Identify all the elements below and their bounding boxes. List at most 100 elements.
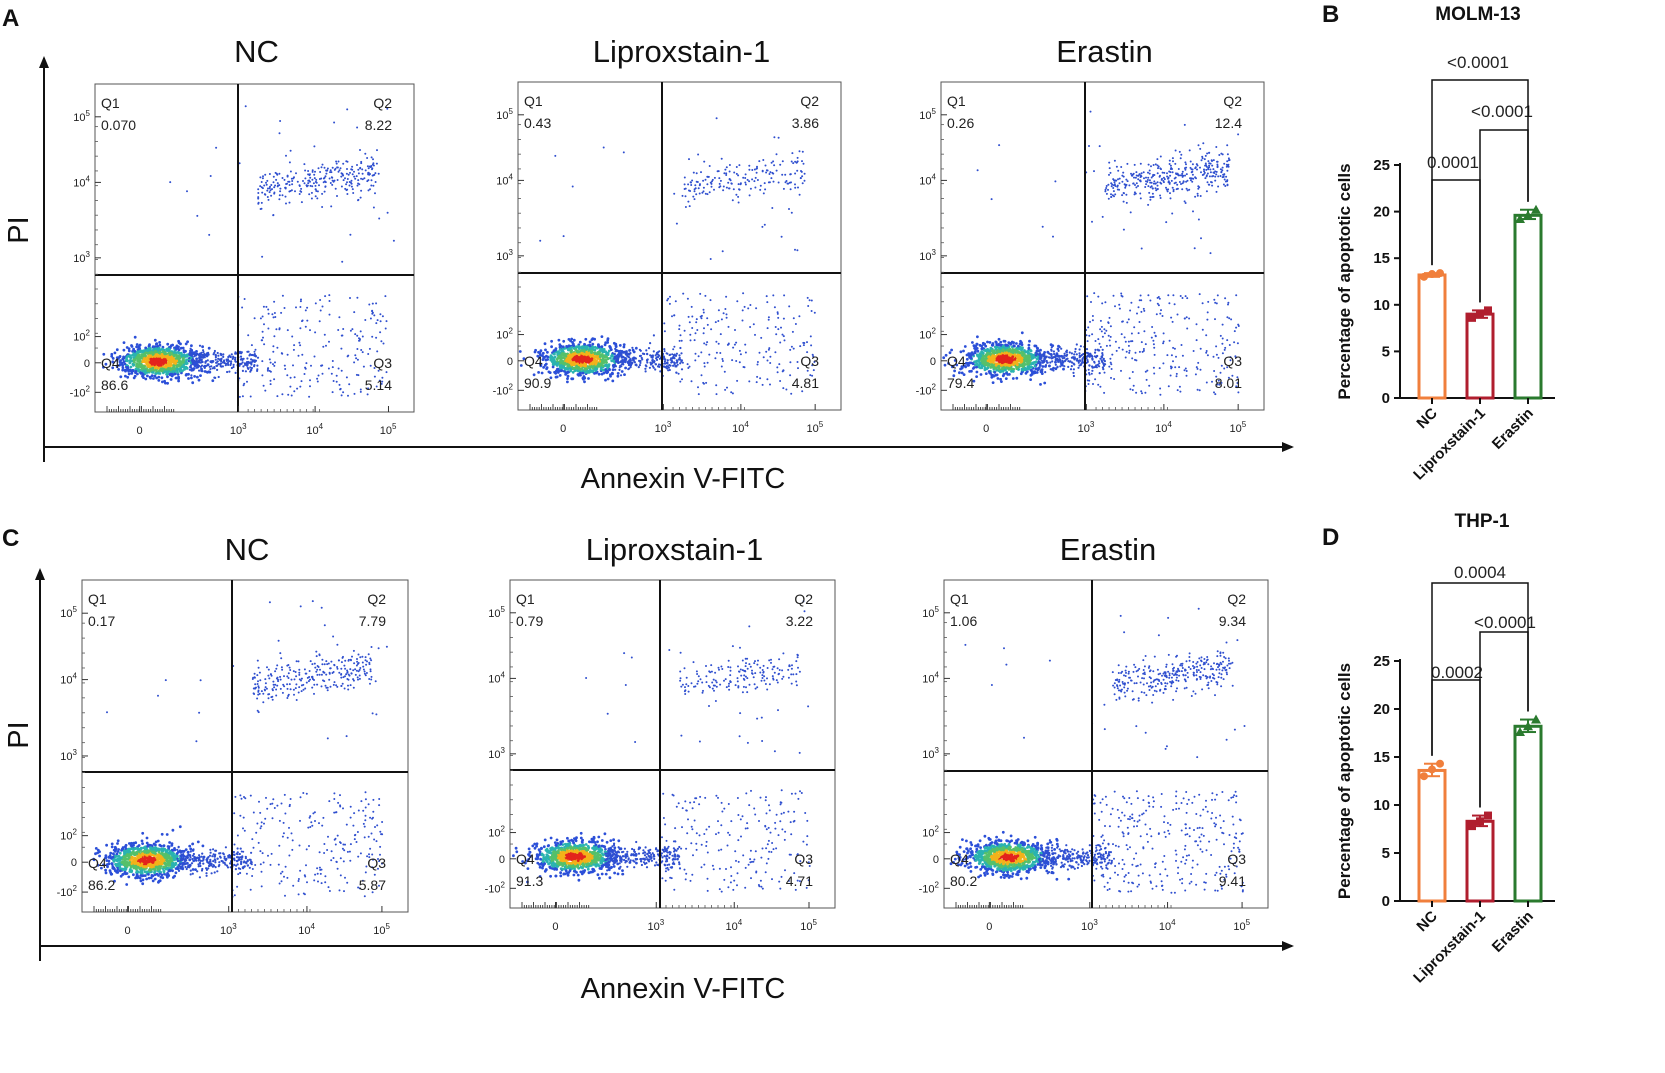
event-dot (360, 177, 363, 180)
event-dot (754, 186, 757, 189)
event-dot (673, 192, 676, 195)
event-dot (155, 366, 158, 370)
event-dot (111, 360, 115, 364)
event-dot (995, 343, 999, 347)
event-dot (675, 371, 678, 374)
event-dot (975, 370, 979, 374)
event-dot (1223, 173, 1226, 176)
event-dot (638, 359, 641, 362)
y-tick-label: 104 (496, 172, 513, 187)
event-dot (981, 346, 984, 350)
event-dot (1028, 361, 1031, 364)
event-dot (166, 381, 170, 385)
event-dot (1109, 344, 1112, 347)
event-dot (146, 374, 149, 378)
plot-title: Erastin (1056, 34, 1152, 69)
event-dot (1162, 340, 1165, 343)
event-dot (260, 181, 263, 183)
event-dot (1067, 365, 1070, 368)
event-dot (1204, 162, 1207, 165)
event-dot (121, 364, 124, 367)
event-dot (737, 183, 740, 186)
event-dot (1214, 175, 1217, 178)
event-dot (165, 372, 169, 376)
event-dot (575, 345, 579, 349)
event-dot (762, 159, 765, 161)
event-dot (583, 367, 587, 371)
event-dot (125, 368, 129, 372)
event-dot (773, 136, 776, 139)
event-dot (1199, 368, 1202, 371)
event-dot (700, 374, 703, 377)
event-dot (1043, 381, 1047, 385)
event-dot (330, 372, 333, 375)
event-dot (283, 364, 286, 367)
x-tick-label: 103 (655, 420, 672, 435)
event-dot (222, 353, 225, 356)
event-dot (299, 300, 302, 303)
event-dot (663, 365, 665, 368)
event-dot (534, 348, 537, 352)
event-dot (756, 375, 759, 378)
event-dot (330, 205, 333, 208)
event-dot (1222, 183, 1225, 186)
event-dot (1220, 171, 1223, 174)
event-dot (1093, 366, 1096, 369)
event-dot (1063, 365, 1066, 368)
event-dot (301, 353, 304, 356)
event-dot (323, 333, 326, 336)
event-dot (143, 353, 147, 357)
event-dot (703, 342, 706, 345)
event-dot (1185, 180, 1188, 183)
event-dot (1085, 348, 1089, 351)
event-dot (249, 395, 252, 398)
event-dot (1118, 177, 1121, 180)
event-dot (997, 367, 1001, 371)
event-dot (722, 312, 725, 315)
event-dot (1013, 344, 1016, 348)
event-dot (1034, 354, 1037, 357)
event-dot (314, 302, 317, 305)
event-dot (813, 311, 816, 314)
y-tick-label-exp: 2 (86, 384, 91, 393)
y-tick-label: 103 (496, 248, 513, 263)
event-dot (702, 381, 705, 384)
event-dot (691, 327, 694, 329)
event-dot (604, 350, 608, 354)
event-dot (272, 175, 275, 178)
event-dot (289, 376, 292, 379)
event-dot (1091, 315, 1094, 317)
event-dot (1138, 321, 1141, 323)
event-dot (201, 356, 205, 359)
event-dot (355, 175, 358, 178)
event-dot (794, 248, 796, 251)
event-dot (1189, 166, 1192, 169)
event-dot (1011, 377, 1015, 380)
event-dot (293, 390, 296, 393)
event-dot (742, 366, 745, 368)
event-dot (1235, 294, 1238, 297)
event-dot (706, 361, 709, 364)
event-dot (789, 361, 792, 364)
event-dot (278, 172, 281, 175)
event-dot (346, 355, 349, 358)
event-dot (359, 167, 362, 170)
event-dot (168, 355, 172, 359)
event-dot (796, 249, 799, 252)
event-dot (1089, 353, 1092, 356)
event-dot (187, 377, 190, 380)
event-dot (129, 359, 133, 363)
event-dot (363, 177, 366, 180)
event-dot (149, 357, 153, 361)
event-dot (317, 167, 320, 170)
event-dot (273, 186, 276, 189)
event-dot (674, 354, 677, 357)
event-dot (758, 351, 761, 354)
event-dot (1214, 393, 1217, 396)
event-dot (1094, 351, 1096, 354)
event-dot (328, 340, 330, 343)
event-dot (570, 346, 574, 349)
event-dot (997, 337, 1001, 341)
event-dot (781, 173, 784, 176)
event-dot (190, 374, 193, 377)
